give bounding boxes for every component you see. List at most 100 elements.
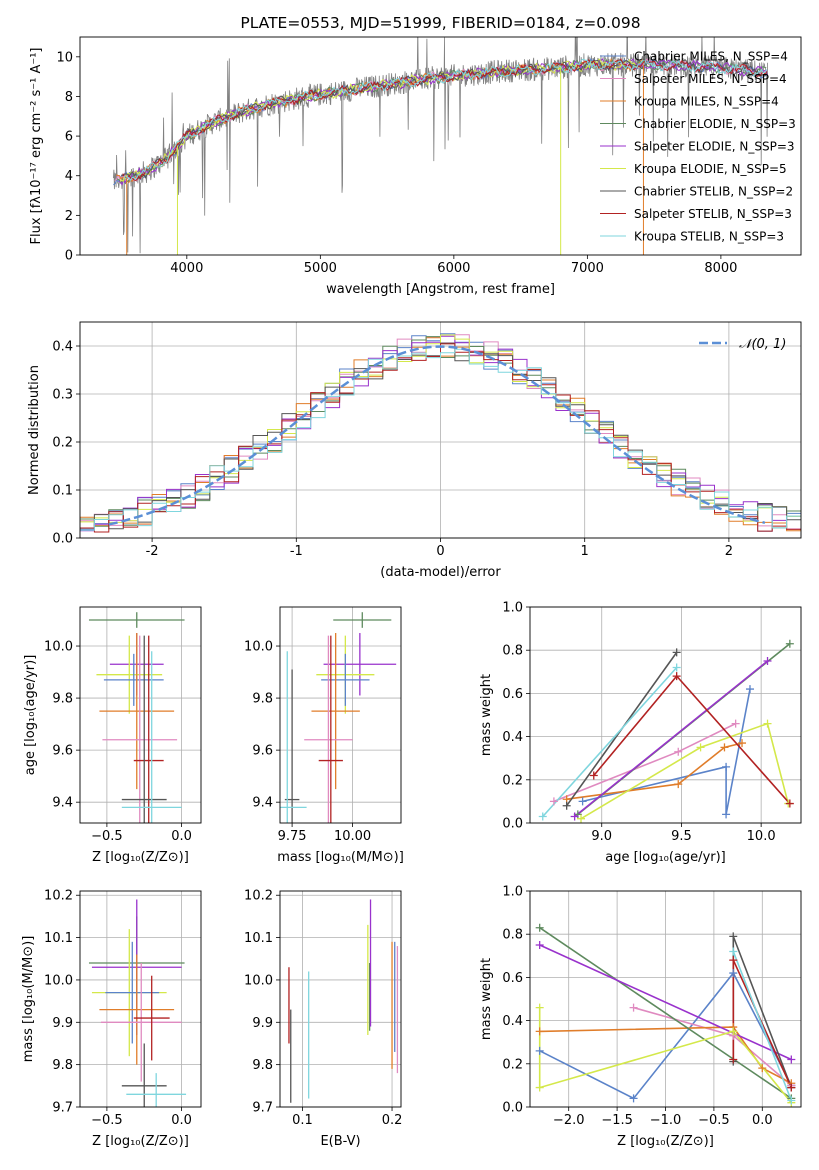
plot-area-weight-vs-age (542, 643, 791, 820)
data-point-marker (745, 685, 754, 694)
x-tick-label: 10.00 (334, 829, 371, 844)
x-axis-label: Z [log₁₀(Z/Z⊙)] (617, 1134, 714, 1149)
x-tick-label: 0.0 (171, 829, 192, 844)
data-point-marker (787, 1096, 796, 1105)
x-axis-label: (data-model)/error (380, 565, 501, 580)
x-tick-label: −1.0 (650, 1113, 682, 1128)
y-tick-label: 8 (65, 90, 73, 105)
x-tick-label: −0.5 (91, 1113, 123, 1128)
data-point-marker (722, 810, 731, 819)
series-line (539, 1026, 792, 1084)
x-axis-label: E(B-V) (320, 1134, 360, 1149)
axes-frame (79, 606, 202, 824)
data-point-marker (672, 648, 681, 657)
y-tick-label: 6 (65, 130, 73, 145)
series-line (542, 666, 678, 818)
panel-weight-vs-age: 9.0 9.5 10.0 0.0 0.2 0.4 0.6 0.8 1.0 age [log₁₀(a… (479, 601, 802, 865)
y-tick-label: 9.8 (52, 692, 73, 707)
series-line (539, 944, 792, 1061)
y-axis-label: Normed distribution (27, 365, 42, 495)
y-tick-label: 1.0 (502, 885, 523, 900)
data-point-marker (672, 663, 681, 672)
y-tick-label: 9.8 (252, 692, 273, 707)
data-point-marker (763, 657, 772, 665)
data-point-marker (787, 1055, 796, 1064)
panel-residuals: -2 -1 0 1 2 0.0 0.1 0.2 0.3 0.4 (data-model)/error… (27, 321, 802, 580)
y-tick-label: 9.8 (252, 1058, 273, 1073)
data-point-marker (787, 1083, 796, 1092)
model-line (118, 58, 769, 186)
data-point-marker (672, 672, 681, 681)
axes-frame (529, 890, 802, 1108)
x-tick-label: 5000 (304, 261, 337, 276)
y-tick-label: 10 (56, 50, 73, 65)
plot-area-spectrum (113, 37, 769, 255)
data-point-marker (535, 1027, 544, 1036)
x-tick-label: 9.75 (278, 829, 307, 844)
data-point-marker (738, 739, 747, 748)
data-point-marker (729, 932, 738, 941)
plot-area-residuals (80, 333, 801, 533)
legend-entry: Salpeter MILES, N_SSP=4 (634, 72, 787, 86)
y-tick-label: 0 (65, 249, 73, 264)
y-tick-label: 0.2 (52, 436, 73, 451)
y-tick-label: 10.0 (244, 973, 273, 988)
y-tick-label: 9.9 (252, 1016, 273, 1031)
y-tick-label: 0.3 (52, 388, 73, 403)
model-line (123, 58, 768, 182)
y-tick-label: 0.4 (52, 340, 73, 355)
y-tick-label: 0.8 (502, 644, 523, 659)
panel-mass-vs-Z: −0.5 0.0 9.7 9.8 9.9 10.0 10.1 10.2 Z [log₁₀(Z/Z… (21, 889, 202, 1149)
data-point-marker (729, 947, 738, 956)
legend-entry: Chabrier ELODIE, N_SSP=3 (634, 117, 796, 131)
y-tick-label: 9.8 (52, 1058, 73, 1073)
data-point-marker (696, 743, 705, 752)
x-tick-label: 6000 (437, 261, 470, 276)
data-point-marker (729, 1055, 738, 1064)
model-line (122, 58, 768, 182)
residual-histogram (80, 348, 801, 531)
x-tick-label: -1 (290, 544, 303, 559)
y-tick-label: 1.0 (502, 601, 523, 616)
data-point-marker (549, 797, 558, 806)
plot-area-mass-vs-ebv (288, 899, 399, 1103)
panel-age-vs-Z: −0.5 0.0 9.4 9.6 9.8 10.0 Z [log₁₀(Z/Z⊙)] age [… (23, 606, 202, 865)
x-axis-label: age [log₁₀(age/yr)] (605, 850, 726, 865)
y-tick-label: 0.8 (502, 928, 523, 943)
y-tick-label: 9.4 (252, 796, 273, 811)
data-point-marker (674, 780, 683, 789)
data-point-marker (562, 801, 571, 810)
series-line (539, 927, 792, 1100)
y-tick-label: 9.9 (52, 1016, 73, 1031)
y-axis-label: Flux [fλ10⁻¹⁷ erg cm⁻² s⁻¹ A⁻¹] (29, 48, 44, 245)
y-tick-label: 10.1 (244, 931, 273, 946)
y-tick-label: 0.6 (502, 687, 523, 702)
data-point-marker (729, 956, 738, 965)
spectrum-legend: Chabrier MILES, N_SSP=4 Salpeter MILES, N… (600, 50, 796, 244)
panel-mass-vs-ebv: 0.1 0.2 9.7 9.8 9.9 10.0 10.1 10.2 E(B-V) (244, 889, 402, 1149)
data-point-marker (729, 969, 738, 978)
y-axis-label: age [log₁₀(age/yr)] (23, 655, 38, 776)
plot-area-age-vs-mass (280, 612, 397, 823)
y-tick-label: 0.2 (502, 773, 523, 788)
legend-entry: Kroupa MILES, N_SSP=4 (634, 95, 779, 109)
y-tick-label: 0.6 (502, 971, 523, 986)
x-tick-label: 0.1 (292, 1113, 313, 1128)
panel-age-vs-mass: 9.75 10.00 9.4 9.6 9.8 10.0 mass [log₁₀(M/M⊙)] (244, 606, 404, 865)
y-tick-label: 10.1 (44, 931, 73, 946)
legend-entry: Chabrier MILES, N_SSP=4 (634, 50, 788, 64)
y-tick-label: 9.7 (252, 1101, 273, 1116)
series-line (732, 951, 793, 1101)
y-tick-label: 9.6 (52, 744, 73, 759)
y-tick-label: 2 (65, 209, 73, 224)
legend-entry: Salpeter STELIB, N_SSP=3 (634, 207, 792, 221)
data-point-marker (538, 812, 547, 821)
series-line (580, 722, 789, 820)
data-point-marker (785, 799, 794, 808)
data-point-marker (722, 762, 731, 771)
series-line (582, 688, 751, 815)
x-tick-label: 0.2 (382, 1113, 403, 1128)
legend-entry: Kroupa STELIB, N_SSP=3 (634, 230, 784, 244)
axes-frame (79, 890, 202, 1108)
legend-entry: Chabrier STELIB, N_SSP=2 (634, 185, 793, 199)
